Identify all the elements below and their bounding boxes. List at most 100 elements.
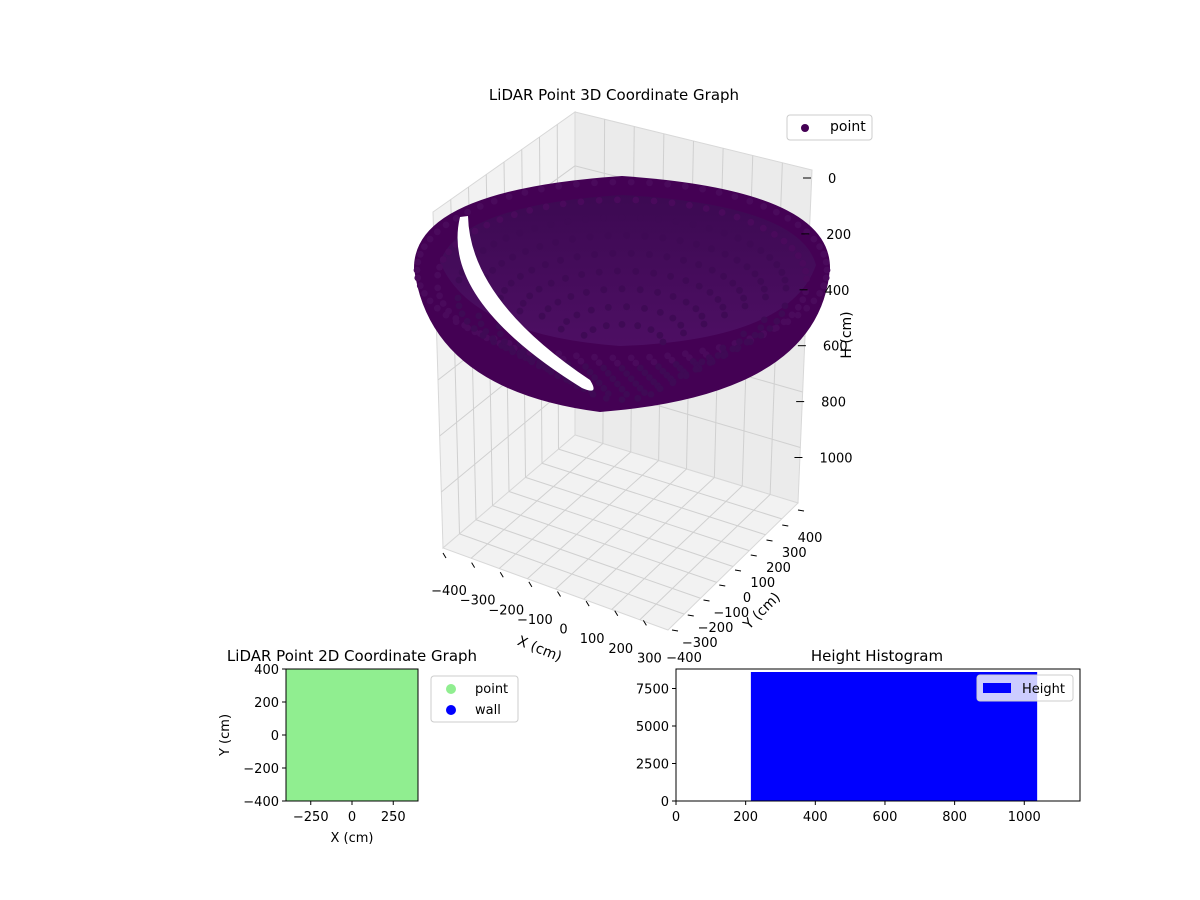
lidar-point (655, 363, 662, 370)
lidar-point (741, 302, 749, 310)
lidar-point (595, 268, 603, 276)
lidar-point (729, 345, 737, 353)
lidar-point (699, 185, 706, 193)
lidar-point (582, 216, 589, 223)
lidar-point (609, 354, 617, 362)
lidar-point (562, 274, 569, 282)
lidar-point (498, 260, 506, 267)
lidar-point (637, 364, 644, 372)
hist-x-tick-label: 200 (733, 810, 758, 825)
lidar-point (692, 365, 700, 373)
lidar-point (421, 290, 428, 297)
hist-x-tick-label: 600 (873, 810, 898, 825)
lidar-point (656, 309, 664, 316)
lidar-point (589, 326, 597, 333)
lidar-point (714, 296, 722, 303)
lidar-point (509, 253, 517, 261)
lidar-point (455, 302, 463, 310)
lidar-point (436, 263, 443, 271)
lidar-point (681, 182, 689, 190)
lidar-point (618, 365, 626, 372)
y-tick-label: 300 (782, 546, 807, 561)
lidar-point (672, 218, 680, 226)
lidar-point (434, 271, 442, 279)
y-tick-mark (719, 584, 726, 587)
lidar-point (708, 266, 716, 274)
lidar-point (501, 338, 508, 345)
lidar-point (708, 245, 715, 253)
lidar-point (623, 232, 630, 239)
lidar-point (799, 259, 807, 267)
lidar-point (442, 221, 450, 229)
lidar-point (632, 359, 640, 367)
lidar-point (782, 284, 790, 292)
lidar-point (654, 288, 661, 296)
lidar-point (600, 384, 608, 392)
y2d-tick-label: −400 (243, 795, 279, 810)
lidar-point (552, 239, 559, 246)
lidar-point (547, 279, 555, 287)
y2d-tick-label: −200 (243, 762, 279, 777)
lidar-point (740, 294, 747, 302)
lidar-point (746, 197, 754, 205)
lidar-point (536, 243, 544, 250)
x-axis-3d-label: X (cm) (515, 633, 564, 665)
lidar-point (609, 375, 617, 383)
lidar-point (497, 330, 504, 338)
lidar-point (659, 338, 667, 346)
lidar-point (695, 282, 703, 290)
lidar-point (623, 370, 630, 377)
lidar-point (746, 240, 754, 248)
hist-y-tick-label: 5000 (636, 720, 669, 735)
lidar-point (426, 297, 434, 305)
legend-2d-label-point: point (475, 682, 508, 697)
y-tick-mark (671, 629, 679, 632)
z-tick-label: 800 (821, 396, 846, 411)
lidar-point (600, 286, 608, 294)
lidar-point (416, 282, 424, 290)
y-tick-label: −100 (713, 606, 749, 621)
lidar-point (519, 348, 527, 356)
lidar-point (692, 305, 700, 313)
lidar-point (757, 332, 765, 339)
lidar-point (780, 318, 788, 326)
lidar-point (595, 379, 603, 387)
lidar-point (436, 292, 443, 300)
x-tick-label: 300 (637, 651, 662, 666)
chart-histogram: Height Histogram 0 200 400 600 800 1000 0 2500 5… (636, 647, 1081, 826)
lidar-point (663, 253, 671, 261)
lidar-point (698, 312, 706, 320)
legend-3d: point (786, 114, 873, 141)
lidar-point (627, 178, 635, 186)
lidar-point (627, 249, 635, 257)
y-axis-2d-label: Y (cm) (218, 714, 233, 757)
lidar-point (677, 321, 685, 329)
axes-histogram: 0 200 400 600 800 1000 0 2500 5000 7500 (636, 683, 1041, 826)
chart-2d-title: LiDAR Point 2D Coordinate Graph (227, 647, 477, 665)
lidar-point (535, 285, 543, 293)
x-tick-mark (614, 610, 619, 617)
lidar-point (483, 221, 491, 229)
legend-3d-frame (786, 114, 873, 141)
lidar-point (682, 372, 690, 380)
lidar-point (519, 299, 527, 307)
y-tick-mark (797, 509, 805, 512)
lidar-point (414, 258, 422, 266)
lidar-point (623, 390, 630, 398)
lidar-point (721, 250, 729, 258)
lidar-point (475, 312, 483, 320)
lidar-point (586, 368, 594, 376)
x-axis-2d-label: X (cm) (331, 831, 374, 846)
lidar-point (577, 198, 585, 206)
lidar-point (632, 380, 640, 387)
lidar-point (455, 276, 463, 284)
lidar-point (589, 391, 597, 398)
lidar-point (544, 365, 552, 373)
histogram-title: Height Histogram (811, 647, 943, 665)
lidar-point (668, 356, 676, 364)
lidar-point (618, 396, 626, 403)
lidar-point (718, 209, 726, 216)
hist-x-tick-label: 0 (672, 810, 680, 825)
